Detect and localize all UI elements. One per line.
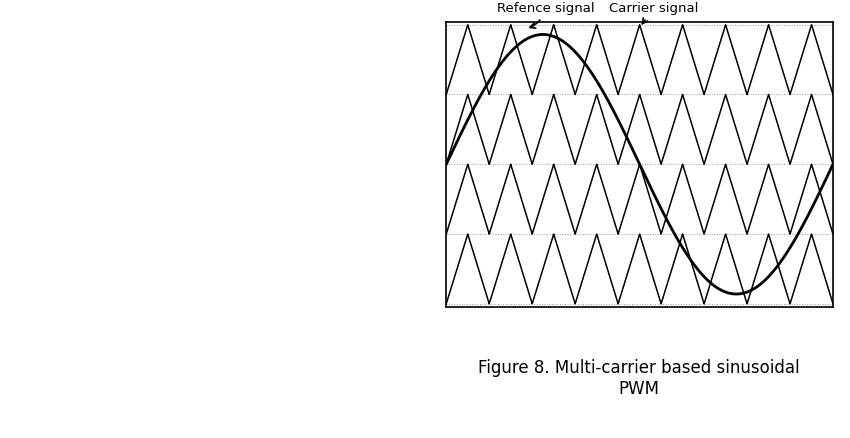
Text: Refence signal: Refence signal [496, 2, 594, 28]
Text: Figure 8. Multi-carrier based sinusoidal
PWM: Figure 8. Multi-carrier based sinusoidal… [479, 359, 800, 398]
Text: Carrier signal: Carrier signal [609, 2, 698, 24]
